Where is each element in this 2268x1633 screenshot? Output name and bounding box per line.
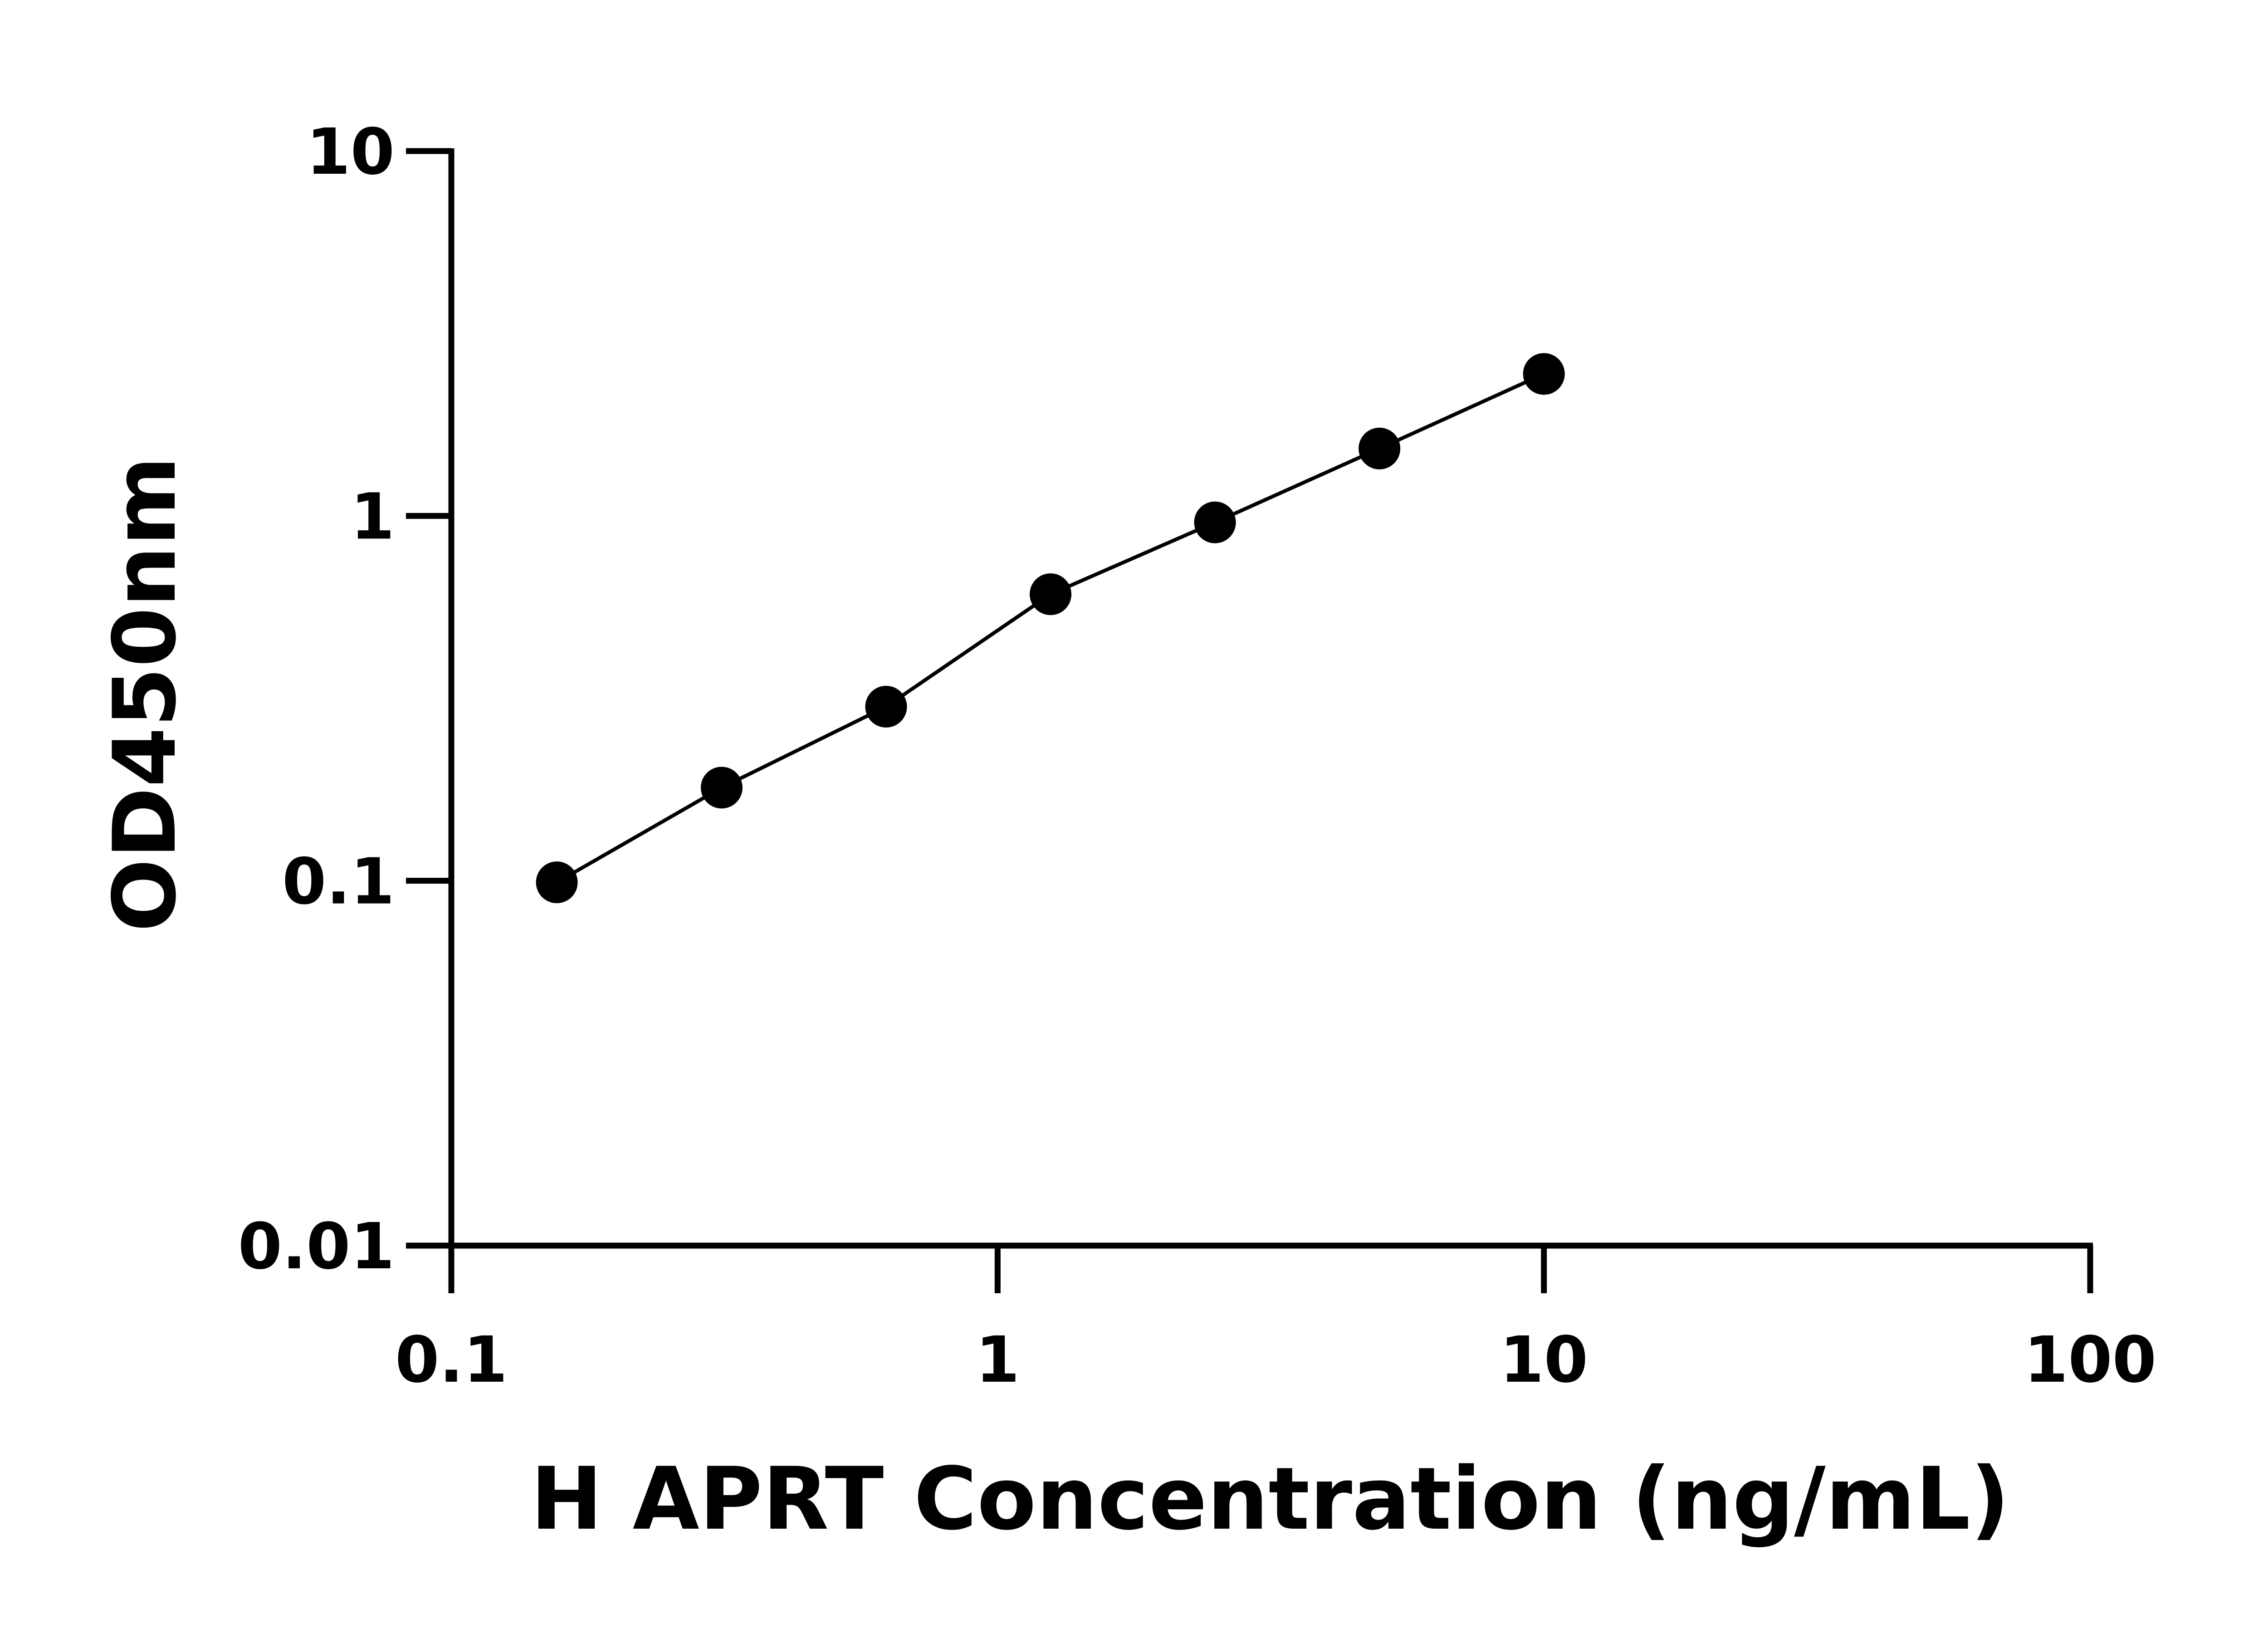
y-tick-label: 10 — [306, 115, 395, 189]
data-point — [700, 767, 743, 809]
y-tick-label: 0.01 — [238, 1210, 395, 1284]
x-tick-label: 10 — [1500, 1323, 1588, 1397]
x-tick-label: 100 — [2024, 1323, 2156, 1397]
x-tick-label: 1 — [976, 1323, 1020, 1397]
data-point — [1030, 573, 1072, 615]
data-point — [1359, 427, 1401, 469]
y-axis-label: OD450nm — [95, 456, 195, 932]
data-marks — [536, 353, 1565, 904]
y-tick-label: 0.1 — [282, 845, 395, 919]
data-point — [1523, 353, 1565, 395]
data-point — [865, 685, 907, 728]
x-axis-label: H APRT Concentration (ng/mL) — [531, 1449, 2010, 1549]
y-tick-label: 1 — [351, 480, 395, 554]
x-tick-label: 0.1 — [395, 1323, 508, 1397]
data-point — [536, 861, 578, 904]
data-point — [1194, 501, 1236, 543]
